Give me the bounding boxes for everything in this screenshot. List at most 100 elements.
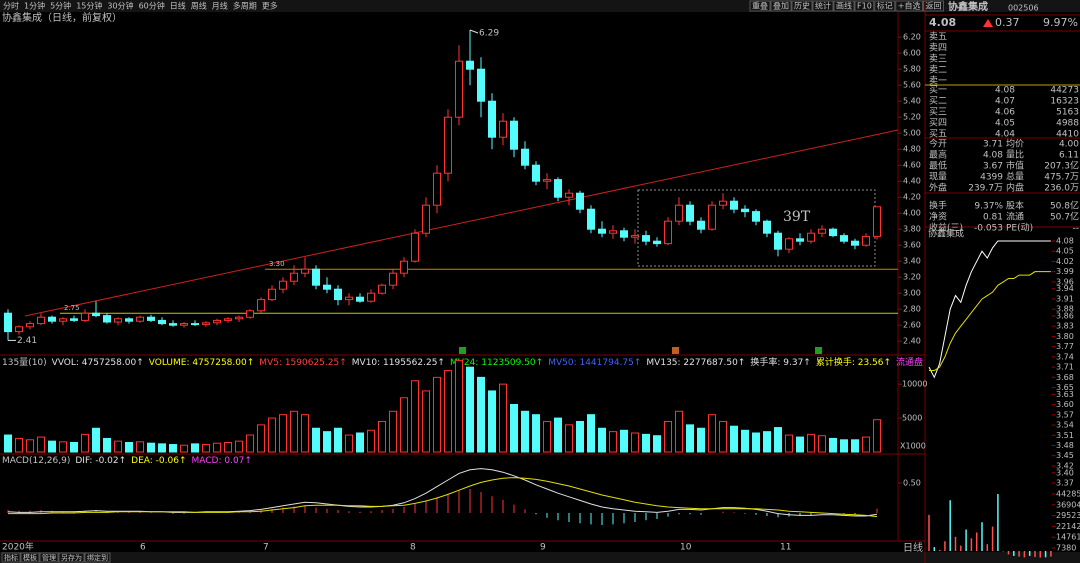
change-pct: 9.97%	[1043, 16, 1078, 29]
y-tick-label: 6.00	[903, 49, 921, 58]
volume-bar	[334, 427, 342, 453]
bottom-tab[interactable]: 绑定到	[87, 553, 108, 562]
y-tick-label: 3.96	[1056, 277, 1074, 286]
toolbar-button[interactable]: 统计	[815, 1, 831, 11]
ask-label: 卖五	[929, 32, 947, 43]
candle-body	[686, 204, 694, 222]
event-icon	[459, 347, 466, 354]
stat-label: 今开	[929, 138, 947, 150]
candle-body	[169, 323, 177, 326]
x-tick-label: 9	[540, 543, 546, 553]
extreme-label: 6.29	[479, 29, 499, 39]
toolbar-tab[interactable]: 60分钟	[139, 1, 165, 11]
volume-bar	[136, 441, 144, 453]
toolbar-tab[interactable]: 月线	[212, 1, 228, 11]
y-tick-label: 4.00	[903, 209, 921, 218]
bottom-tab[interactable]: 另存为	[61, 553, 82, 562]
toolbar-tab[interactable]: 更多	[262, 1, 278, 11]
y-tick-label: 3.83	[1056, 322, 1074, 331]
stat-value: 50.7亿	[1050, 211, 1079, 223]
volume-bar	[290, 410, 298, 453]
ask-label: 卖四	[929, 43, 947, 54]
volume-bar	[345, 434, 353, 453]
volume-bar	[543, 420, 551, 453]
bottom-tab[interactable]: 模板	[23, 553, 37, 562]
toolbar-tab[interactable]: 1分钟	[24, 1, 45, 11]
stat-value: 236.0万	[1044, 184, 1079, 194]
tab-frame	[1, 552, 21, 563]
volume-bar	[862, 436, 870, 453]
volume-bar	[587, 414, 595, 453]
candle-body	[92, 312, 100, 317]
candle-body	[796, 238, 804, 242]
candle-body	[257, 299, 265, 312]
candle-body	[466, 60, 474, 70]
toolbar-button[interactable]: F10	[857, 2, 872, 11]
toolbar-button[interactable]: +自选	[898, 1, 921, 11]
volume-bar	[774, 427, 782, 453]
y-tick-label: 2.40	[903, 337, 921, 346]
header-item: DEA: -0.06↑	[131, 456, 186, 466]
y-tick-label: 4.08	[1056, 237, 1074, 246]
toolbar-tab[interactable]: 分时	[3, 1, 19, 11]
volume-bar	[279, 414, 287, 453]
toolbar-button[interactable]: 标记	[877, 1, 893, 11]
volume-bar	[686, 424, 694, 453]
volume-bar	[818, 435, 826, 453]
last-price: 4.08	[929, 16, 956, 29]
y-tick-label: 3.40	[903, 257, 921, 266]
volume-bar	[840, 439, 848, 453]
candle-body	[444, 116, 452, 174]
button-frame	[812, 0, 834, 12]
candle-body	[125, 318, 133, 322]
y-tick-label: 4.05	[1056, 247, 1074, 256]
candle-body	[268, 288, 276, 301]
y-tick-label: 4.20	[903, 193, 921, 202]
toolbar-tab[interactable]: 日线	[170, 1, 186, 11]
volume-bar	[59, 441, 67, 453]
y-tick-label: 3.80	[903, 225, 921, 234]
stat-value: 6.11	[1059, 151, 1079, 161]
volume-bar	[158, 443, 166, 453]
bottom-tab[interactable]: 管理	[42, 553, 56, 562]
candle-body	[609, 230, 617, 234]
toolbar-button[interactable]: 返回	[925, 2, 941, 11]
candle-body	[774, 232, 782, 250]
candle-body	[15, 326, 23, 333]
toolbar-tab[interactable]: 30分钟	[107, 1, 133, 11]
stat-label: 净资	[929, 211, 947, 223]
y-tick-label: 3.42	[1056, 461, 1074, 470]
toolbar-button[interactable]: 历史	[794, 1, 810, 11]
toolbar-tab[interactable]: 多周期	[233, 1, 257, 11]
candle-body	[147, 316, 155, 321]
stat-label: 量比	[1006, 149, 1024, 161]
bottom-tab[interactable]: 指标	[4, 553, 18, 562]
y-tick-label: 3.65	[1056, 383, 1074, 392]
toolbar-tab[interactable]: 周线	[191, 1, 207, 11]
volume-bar	[114, 440, 122, 453]
stat-label: 均价	[1006, 138, 1024, 150]
volume-bar	[763, 431, 771, 453]
candle-body	[620, 230, 628, 238]
ask-label: 卖二	[929, 65, 947, 76]
volume-bar	[730, 425, 738, 453]
candle-body	[763, 220, 771, 234]
toolbar-tab[interactable]: 15分钟	[76, 1, 102, 11]
y-tick-label: 3.99	[1056, 267, 1074, 276]
button-frame	[895, 0, 923, 12]
header-item: MACD(12,26,9)	[2, 456, 70, 466]
toolbar-button[interactable]: 画线	[836, 1, 852, 11]
stat-value: 50.8亿	[1050, 200, 1079, 212]
stat-label: 股本	[1006, 200, 1024, 212]
toolbar-tab[interactable]: 5分钟	[50, 1, 71, 11]
stat-value: 475.7万	[1044, 173, 1079, 183]
volume-bar	[37, 436, 45, 453]
toolbar-button[interactable]: 重叠	[752, 1, 768, 11]
volume-bar	[532, 414, 540, 453]
candle-body	[103, 315, 111, 323]
bid-price: 4.05	[995, 119, 1015, 129]
stock-code: 002506	[1008, 4, 1039, 13]
volume-bar	[213, 442, 221, 453]
toolbar-button[interactable]: 叠加	[773, 1, 789, 11]
candle-body	[565, 192, 573, 198]
